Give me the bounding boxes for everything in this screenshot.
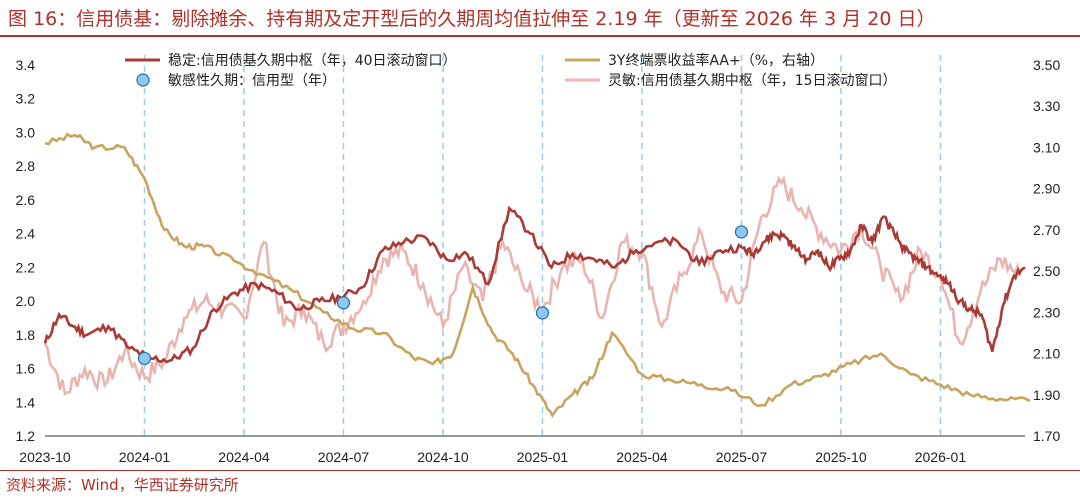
y-left-tick-label: 2.0 — [16, 293, 36, 309]
x-tick-label: 2024-07 — [318, 449, 370, 465]
legend-label-stable: 稳定:信用债基久期中枢（年，40日滚动窗口） — [168, 52, 457, 69]
y-right-tick-label: 1.70 — [1033, 428, 1060, 444]
series-layer — [43, 132, 1031, 418]
legend-label-yield: 3Y终端票收益率AA+（%，右轴） — [608, 52, 824, 69]
y-right-tick-label: 2.10 — [1033, 346, 1060, 362]
source-note: 资料来源：Wind，华西证券研究所 — [6, 476, 239, 494]
legend-label-dots: 敏感性久期：信用型（年） — [168, 72, 336, 89]
grid-layer — [143, 55, 942, 436]
y-left-tick-label: 2.4 — [16, 226, 36, 242]
x-tick-label: 2025-01 — [517, 449, 569, 465]
series-line-sensitive — [43, 175, 1022, 396]
legend-label-sensitive: 灵敏:信用债基久期中枢（年，15日滚动窗口） — [608, 72, 897, 89]
legend: 稳定:信用债基久期中枢（年，40日滚动窗口） 敏感性久期：信用型（年） 3Y终端票收… — [125, 52, 897, 89]
y-left-tick-label: 2.6 — [16, 192, 36, 208]
y-left-tick-label: 2.2 — [16, 259, 36, 275]
y-left-tick-label: 2.8 — [16, 158, 36, 174]
x-tick-label: 2024-10 — [417, 449, 469, 465]
y-left-tick-label: 1.2 — [16, 428, 36, 444]
x-tick-label: 2025-07 — [716, 449, 768, 465]
y-right-tick-label: 2.30 — [1033, 304, 1060, 320]
y-left-tick-label: 1.6 — [16, 361, 36, 377]
x-tick-label: 2025-10 — [815, 449, 867, 465]
y-right-tick-label: 2.70 — [1033, 222, 1060, 238]
series-line-yield — [44, 132, 1031, 418]
y-right-tick-label: 3.10 — [1033, 139, 1060, 155]
x-tick-label: 2026-01 — [915, 449, 967, 465]
axis-layer: 1.2 1.4 1.6 1.8 2.0 2.2 2.4 2.6 2.8 3.0 3.2 3.4 1.70… — [16, 57, 1061, 465]
sensitivity-duration-point — [734, 225, 749, 239]
series-line-stable — [43, 205, 1026, 364]
bottom-divider — [0, 470, 1080, 471]
page-title: 图 16：信用债基：剔除摊余、持有期及定开型后的久期周均值拉伸至 2.19 年（… — [8, 8, 936, 30]
y-right-tick-label: 3.50 — [1033, 57, 1060, 73]
duration-chart: 1.2 1.4 1.6 1.8 2.0 2.2 2.4 2.6 2.8 3.0 3.2 3.4 1.70… — [16, 52, 1061, 465]
y-left-tick-label: 3.4 — [16, 57, 36, 73]
x-tick-label: 2025-04 — [616, 449, 668, 465]
x-tick-label: 2024-01 — [119, 449, 171, 465]
y-left-tick-label: 1.8 — [16, 327, 36, 343]
title-divider — [0, 35, 1080, 37]
sensitivity-duration-point — [336, 296, 351, 310]
sensitivity-duration-point — [137, 351, 152, 366]
y-right-tick-label: 2.90 — [1033, 181, 1060, 197]
legend-swatch-dots — [136, 73, 150, 87]
y-right-tick-label: 2.50 — [1033, 263, 1060, 279]
x-tick-label: 2023-10 — [19, 449, 71, 465]
y-left-tick-label: 3.0 — [16, 124, 36, 140]
x-tick-label: 2024-04 — [218, 449, 270, 465]
y-left-tick-label: 1.4 — [16, 394, 36, 410]
y-right-tick-label: 3.30 — [1033, 98, 1060, 114]
y-right-tick-label: 1.90 — [1033, 387, 1060, 403]
sensitivity-duration-point — [535, 306, 550, 320]
y-left-tick-label: 3.2 — [16, 91, 36, 107]
